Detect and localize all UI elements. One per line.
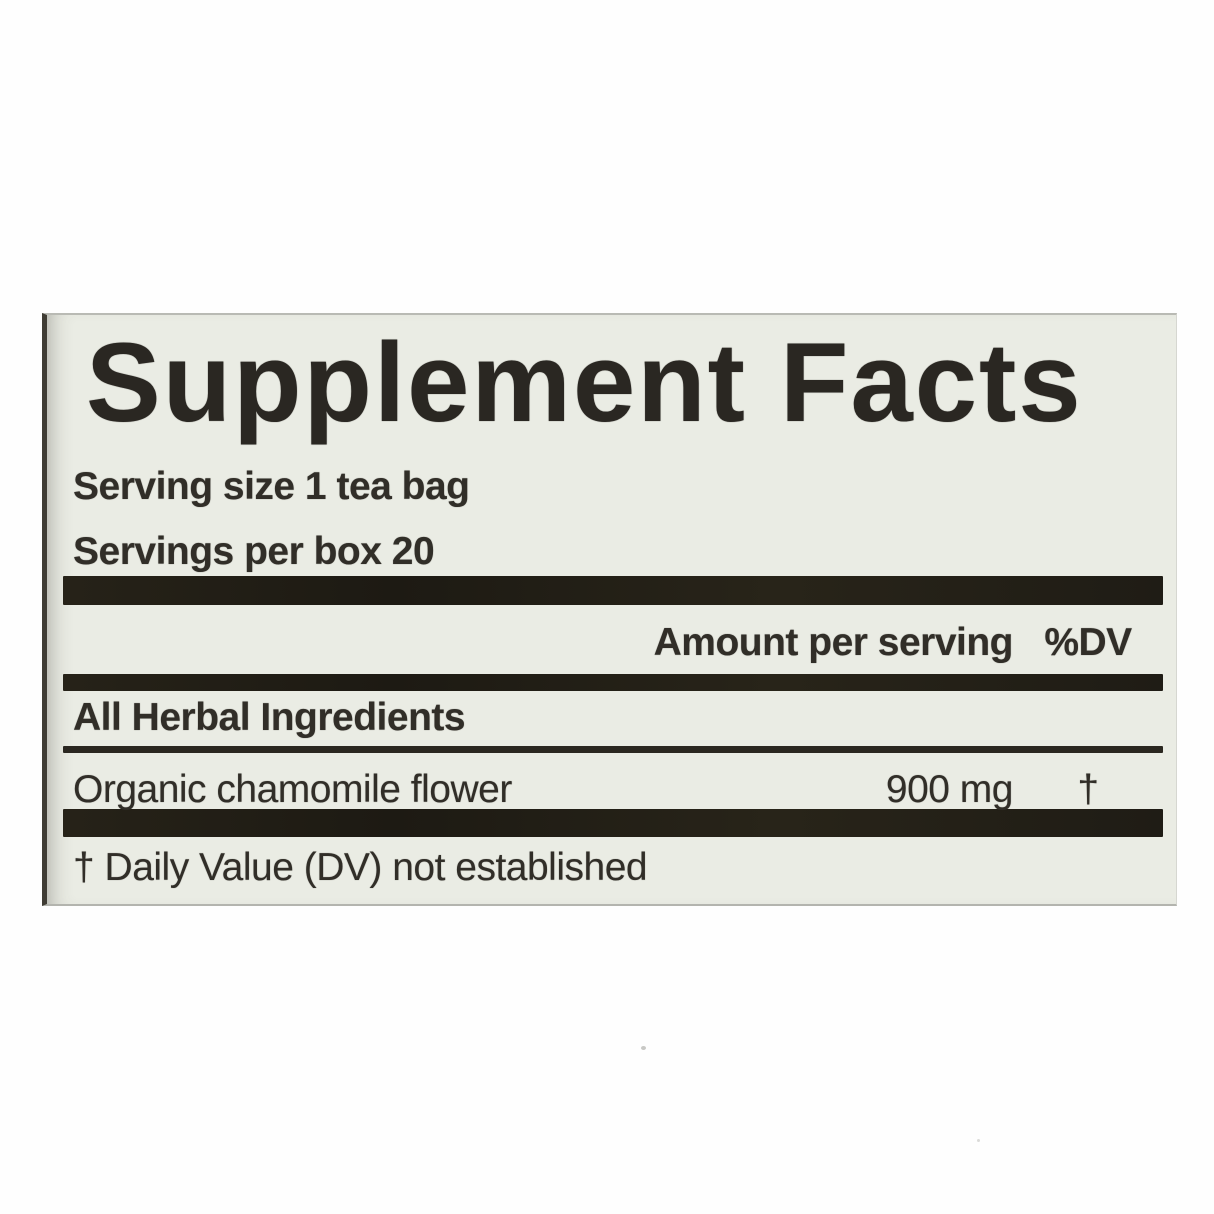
divider-bar-medium <box>63 674 1163 691</box>
amount-per-serving-header: Amount per serving <box>653 621 1014 664</box>
servings-per-box: Servings per box 20 <box>73 530 435 573</box>
section-header: All Herbal Ingredients <box>73 696 466 739</box>
scan-speck <box>977 1139 980 1142</box>
serving-size: Serving size 1 tea bag <box>73 465 470 508</box>
ingredient-name: Organic chamomile flower <box>73 768 512 811</box>
divider-line-thin <box>63 746 1163 753</box>
percent-dv-header: %DV <box>1044 621 1132 664</box>
ingredient-dv: † <box>1077 768 1099 811</box>
ingredient-amount: 900 mg <box>885 768 1014 811</box>
divider-bar-thick-top <box>63 576 1163 605</box>
scan-speck <box>641 1046 646 1050</box>
column-header-row: Amount per serving %DV <box>63 605 1163 674</box>
divider-bar-thick-bottom <box>63 809 1163 837</box>
label-title: Supplement Facts <box>86 320 1083 445</box>
supplement-facts-label: Supplement Facts Serving size 1 tea bag … <box>42 313 1177 1142</box>
dv-footnote: † Daily Value (DV) not established <box>73 846 648 889</box>
ingredient-row: Organic chamomile flower 900 mg † <box>63 770 1163 809</box>
